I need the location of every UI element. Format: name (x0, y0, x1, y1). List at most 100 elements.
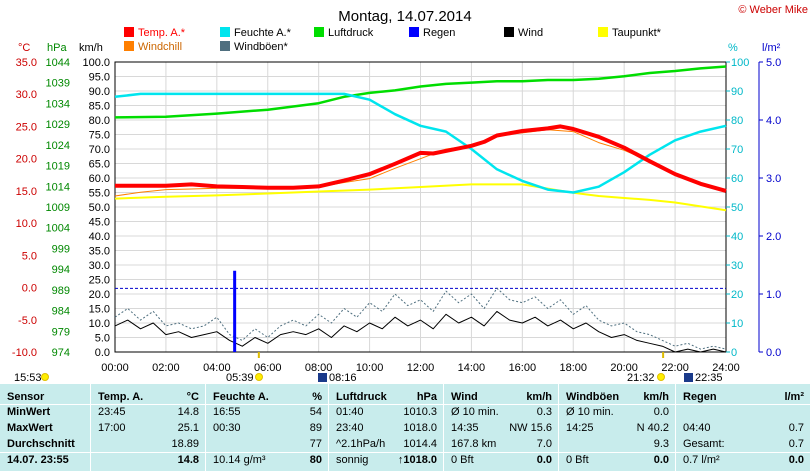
temp-tick-label: -5.0 (18, 315, 37, 327)
pressure-tick-label: 989 (52, 285, 70, 297)
hum-tick-label: 90 (731, 86, 743, 98)
table-cell-value: 0.7 (788, 438, 804, 450)
table-header-unit: km/h (526, 391, 552, 403)
table-cell: 14:35 (451, 422, 479, 434)
hum-axis-unit: % (728, 42, 738, 54)
wind-axis-unit: km/h (79, 42, 103, 54)
legend-label: Luftdruck (328, 27, 374, 39)
table-cell: 17:00 (98, 422, 126, 434)
pressure-tick-label: 974 (52, 347, 70, 359)
pressure-tick-label: 1024 (46, 140, 70, 152)
temp-tick-label: -10.0 (12, 347, 37, 359)
moonrise-label: 08:16 (329, 372, 357, 384)
table-column: Windböen km/h Ø 10 min. 0.0 14:25 N 40.2 9.3 0 … (558, 384, 675, 471)
table-column: Luftdruck hPa 01:40 1010.3 23:40 1018.0 ^2.1hP… (328, 384, 443, 471)
rain-tick-label: 1.0 (766, 289, 781, 301)
legend-label: Windböen* (234, 41, 289, 53)
table-cell: ^2.1hPa/h (336, 438, 386, 450)
hum-tick-label: 50 (731, 202, 743, 214)
sun-moon-markers: 15:53 05:39 08:16 21:32 22:35 (14, 352, 723, 384)
table-column: Sensor MinWert MaxWert Durchschnitt 14.07. 2… (0, 384, 89, 471)
legend-label: Wind (518, 27, 543, 39)
temp-tick-label: 5.0 (22, 250, 37, 262)
wind-tick-label: 65.0 (89, 159, 110, 171)
table-cell: Gesamt: (683, 438, 725, 450)
table-header: Luftdruck (336, 391, 387, 403)
hum-tick-label: 80 (731, 115, 743, 127)
table-header-unit: hPa (416, 391, 437, 403)
sunset-label: 21:32 (627, 372, 655, 384)
table-cell-value: 77 (309, 438, 322, 450)
pressure-tick-label: 1034 (46, 98, 70, 110)
table-cell: 0.7 l/m² (683, 454, 720, 466)
legend-label: Feuchte A.* (234, 27, 292, 39)
table-header: Windböen (566, 391, 620, 403)
left-time-label: 15:53 (14, 372, 42, 384)
feuchte-a-line (114, 92, 727, 194)
legend-swatch (124, 27, 134, 37)
temp-tick-label: 25.0 (16, 121, 37, 133)
table-header-unit: l/m² (784, 391, 804, 403)
legend-swatch (124, 41, 134, 51)
table-cell: 16:55 (213, 406, 241, 418)
table-cell-value: NW 15.6 (509, 422, 552, 434)
legend-swatch (598, 27, 608, 37)
wind-tick-label: 90.0 (89, 86, 110, 98)
weather-chart: 35.030.025.020.015.010.05.00.0-5.0-10.01… (12, 4, 808, 384)
table-column: Temp. A. °C 23:45 14.8 17:00 25.1 18.89 14.8 (90, 384, 205, 471)
legend-swatch (504, 27, 514, 37)
hum-tick-label: 20 (731, 289, 743, 301)
press-axis-unit: hPa (47, 42, 67, 54)
wind-tick-label: 75.0 (89, 130, 110, 142)
moon-icon (684, 373, 693, 382)
rain-tick-label: 2.0 (766, 231, 781, 243)
pressure-tick-label: 1004 (46, 223, 70, 235)
table-row-label: MinWert (7, 406, 51, 418)
temp-tick-label: 35.0 (16, 57, 37, 69)
temp-tick-label: 30.0 (16, 89, 37, 101)
wind-tick-label: 85.0 (89, 101, 110, 113)
table-cell: 14:25 (566, 422, 594, 434)
table-cell: sonnig (336, 454, 369, 466)
pressure-tick-label: 1019 (46, 161, 70, 173)
table-separator (0, 404, 810, 405)
pressure-tick-label: 1039 (46, 78, 70, 90)
rain-tick-label: 5.0 (766, 57, 781, 69)
hum-tick-label: 30 (731, 260, 743, 272)
rain-tick-label: 3.0 (766, 173, 781, 185)
x-tick-label: 20:00 (610, 362, 638, 374)
chart-title: Montag, 14.07.2014 (338, 8, 471, 25)
x-tick-label: 12:00 (407, 362, 435, 374)
sun-icon (255, 373, 263, 381)
wind-tick-label: 50.0 (89, 202, 110, 214)
temp-tick-label: 20.0 (16, 154, 37, 166)
table-header: Sensor (7, 391, 45, 403)
table-cell-value: 1014.4 (403, 438, 437, 450)
sun-icon (657, 373, 665, 381)
table-separator (0, 452, 810, 453)
x-tick-label: 22:00 (661, 362, 689, 374)
pressure-tick-label: 1029 (46, 119, 70, 131)
table-cell: 23:45 (98, 406, 126, 418)
legend-swatch (220, 27, 230, 37)
table-cell-value: 14.8 (177, 406, 199, 418)
temp-tick-label: 0.0 (22, 283, 37, 295)
wind-tick-label: 30.0 (89, 260, 110, 272)
temp-axis-unit: °C (18, 42, 30, 54)
table-header-unit: °C (186, 391, 199, 403)
temp-tick-label: 15.0 (16, 186, 37, 198)
wind-tick-label: 55.0 (89, 188, 110, 200)
legend-swatch (314, 27, 324, 37)
wind-tick-label: 40.0 (89, 231, 110, 243)
hum-tick-label: 0 (731, 347, 737, 359)
table-header: Feuchte A. (213, 391, 269, 403)
table-cell-value: 9.3 (653, 438, 669, 450)
wind-tick-label: 70.0 (89, 144, 110, 156)
rain-tick-label: 4.0 (766, 115, 781, 127)
wind-tick-label: 45.0 (89, 217, 110, 229)
moonset-label: 22:35 (695, 372, 723, 384)
hum-tick-label: 40 (731, 231, 743, 243)
x-tick-label: 02:00 (152, 362, 180, 374)
table-cell-value: N 40.2 (636, 422, 669, 434)
x-tick-label: 06:00 (254, 362, 282, 374)
